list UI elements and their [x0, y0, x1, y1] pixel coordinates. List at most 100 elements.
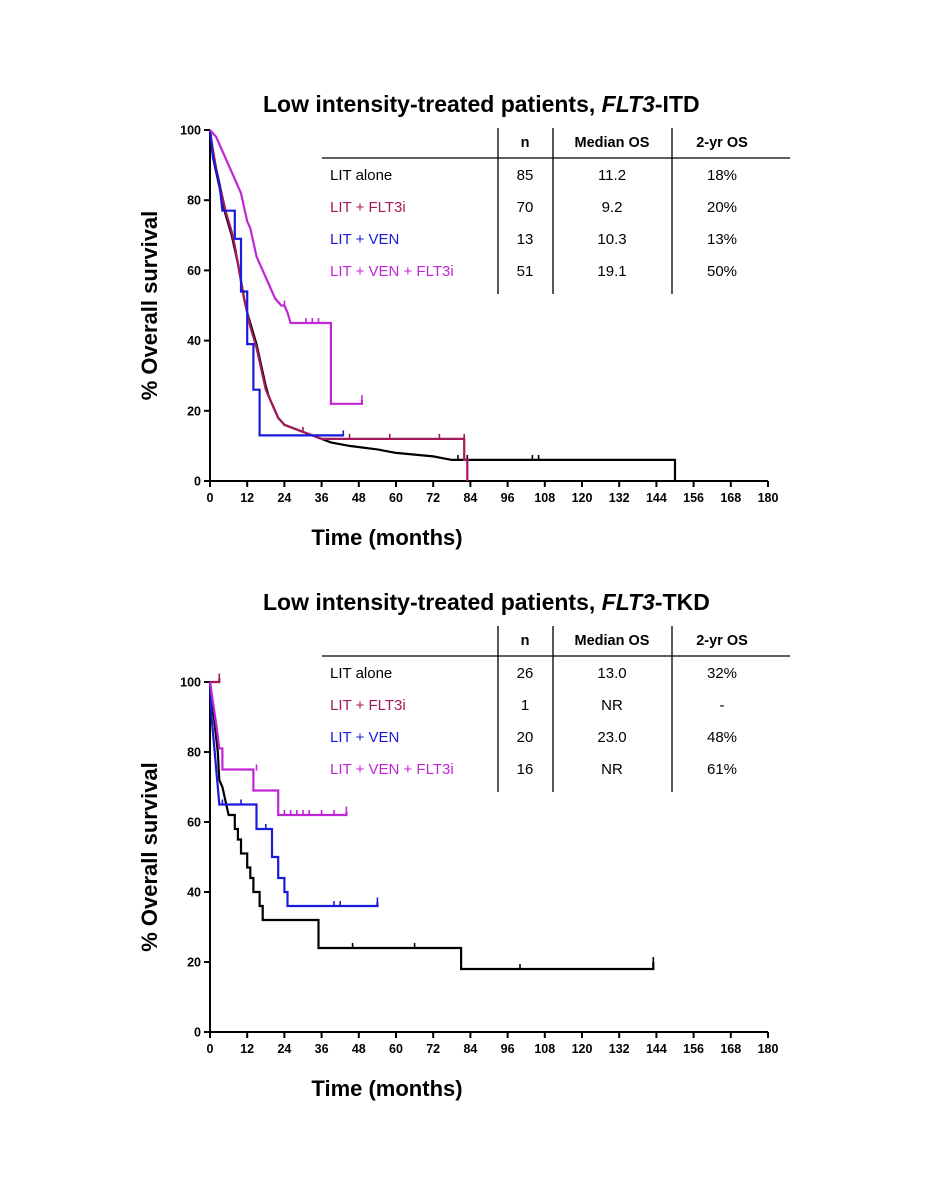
x-tick-label: 12 [240, 491, 254, 505]
survival-curve [209, 129, 363, 405]
row-label: LIT alone [330, 665, 392, 682]
row-n: 1 [521, 697, 529, 714]
row-2yr-os: 50% [707, 263, 737, 280]
row-median-os: 11.2 [598, 167, 626, 184]
x-tick-label: 24 [277, 491, 291, 505]
x-tick-label: 168 [720, 491, 741, 505]
row-median-os: NR [601, 761, 623, 778]
row-n: 16 [517, 761, 534, 778]
row-n: 70 [517, 199, 534, 216]
series-lit-ven-flt3i [209, 129, 363, 405]
x-tick-label: 108 [534, 1042, 555, 1056]
row-median-os: 10.3 [597, 231, 626, 248]
table-row: LIT alone 85 11.2 18% [330, 167, 737, 184]
row-2yr-os: 32% [707, 665, 737, 682]
row-2yr-os: 13% [707, 231, 737, 248]
row-n: 13 [517, 231, 534, 248]
y-axis-label: % Overall survival [137, 211, 162, 401]
row-n: 51 [517, 263, 534, 280]
row-label: LIT + FLT3i [330, 199, 406, 216]
table-header: n [521, 135, 530, 151]
series-lit-ven-flt3i [208, 681, 348, 817]
stats-table: n Median OS 2-yr OS LIT alone 26 13.0 32% LIT +… [322, 626, 790, 792]
table-row: LIT + VEN 20 23.0 48% [330, 729, 737, 746]
x-tick-label: 36 [315, 491, 329, 505]
x-tick-label: 108 [534, 491, 555, 505]
row-median-os: 19.1 [597, 263, 626, 280]
x-tick-label: 96 [501, 491, 515, 505]
x-tick-label: 120 [572, 1042, 593, 1056]
y-tick-label: 80 [187, 746, 201, 760]
x-tick-label: 0 [207, 1042, 214, 1056]
x-tick-label: 48 [352, 1042, 366, 1056]
series-lit-flt3i [210, 673, 221, 684]
row-n: 26 [517, 665, 534, 682]
table-row: LIT + FLT3i 1 NR - [330, 697, 725, 714]
chart-title: Low intensity-treated patients, FLT3-TKD [263, 589, 710, 615]
x-tick-label: 72 [426, 491, 440, 505]
row-2yr-os: - [720, 697, 725, 714]
chart-panel-1: Low intensity-treated patients, FLT3-ITD… [137, 91, 790, 550]
row-median-os: 13.0 [597, 665, 626, 682]
y-tick-label: 40 [187, 886, 201, 900]
row-2yr-os: 61% [707, 761, 737, 778]
survival-curve [210, 678, 221, 684]
x-tick-label: 96 [501, 1042, 515, 1056]
row-n: 20 [517, 729, 534, 746]
row-label: LIT + VEN [330, 231, 399, 248]
x-tick-label: 144 [646, 491, 667, 505]
row-median-os: NR [601, 697, 623, 714]
stats-table: n Median OS 2-yr OS LIT alone 85 11.2 18% LIT +… [322, 128, 790, 294]
row-2yr-os: 18% [707, 167, 737, 184]
x-tick-label: 84 [463, 1042, 477, 1056]
y-tick-label: 20 [187, 404, 201, 418]
title-gene: FLT3 [602, 91, 655, 117]
table-header: 2-yr OS [696, 135, 748, 151]
survival-curve [208, 681, 379, 908]
table-row: LIT alone 26 13.0 32% [330, 665, 737, 682]
row-label: LIT + VEN [330, 729, 399, 746]
y-tick-label: 100 [180, 676, 201, 690]
series-lit-ven [208, 681, 379, 908]
x-tick-label: 120 [572, 491, 593, 505]
row-n: 85 [517, 167, 534, 184]
y-tick-label: 60 [187, 816, 201, 830]
row-median-os: 9.2 [602, 199, 623, 216]
row-label: LIT + VEN + FLT3i [330, 263, 454, 280]
y-tick-label: 60 [187, 264, 201, 278]
y-tick-label: 20 [187, 956, 201, 970]
x-tick-label: 156 [683, 491, 704, 505]
title-suffix: -ITD [655, 91, 700, 117]
y-tick-label: 40 [187, 334, 201, 348]
y-tick-label: 80 [187, 194, 201, 208]
table-row: LIT + VEN 13 10.3 13% [330, 231, 737, 248]
survival-curve [208, 681, 348, 817]
y-tick-label: 0 [194, 475, 201, 489]
row-label: LIT alone [330, 167, 392, 184]
x-tick-label: 60 [389, 1042, 403, 1056]
x-tick-label: 180 [758, 491, 779, 505]
table-row: LIT + VEN + FLT3i 16 NR 61% [330, 761, 737, 778]
title-prefix: Low intensity-treated patients, [263, 91, 602, 117]
row-2yr-os: 48% [707, 729, 737, 746]
x-tick-label: 60 [389, 491, 403, 505]
x-tick-label: 168 [720, 1042, 741, 1056]
x-tick-label: 0 [207, 491, 214, 505]
table-row: LIT + FLT3i 70 9.2 20% [330, 199, 737, 216]
y-axis-label: % Overall survival [137, 762, 162, 952]
title-prefix: Low intensity-treated patients, [263, 589, 602, 615]
series-lit-ven [208, 129, 345, 437]
survival-curve [208, 681, 655, 971]
x-tick-label: 36 [315, 1042, 329, 1056]
x-tick-label: 132 [609, 491, 630, 505]
x-tick-label: 24 [277, 1042, 291, 1056]
x-tick-label: 132 [609, 1042, 630, 1056]
x-tick-label: 144 [646, 1042, 667, 1056]
table-row: LIT + VEN + FLT3i 51 19.1 50% [330, 263, 737, 280]
table-header: Median OS [575, 633, 650, 649]
row-2yr-os: 20% [707, 199, 737, 216]
x-axis-label: Time (months) [311, 525, 462, 550]
survival-curve [208, 129, 344, 437]
